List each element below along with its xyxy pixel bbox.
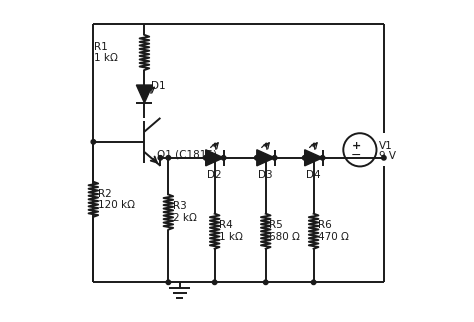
Circle shape — [264, 280, 268, 285]
Text: 9 V: 9 V — [379, 151, 396, 161]
Circle shape — [91, 140, 96, 144]
Text: D1: D1 — [151, 81, 165, 91]
Text: D3: D3 — [258, 170, 273, 180]
Text: −: − — [351, 149, 361, 162]
Text: V1: V1 — [379, 141, 392, 151]
Circle shape — [311, 280, 316, 285]
Circle shape — [221, 156, 226, 160]
Polygon shape — [257, 150, 274, 166]
Circle shape — [158, 156, 163, 160]
Text: R6
470 Ω: R6 470 Ω — [319, 221, 349, 242]
Circle shape — [212, 280, 217, 285]
Circle shape — [255, 156, 259, 160]
Circle shape — [273, 156, 277, 160]
Circle shape — [302, 156, 307, 160]
Circle shape — [203, 156, 208, 160]
Polygon shape — [206, 150, 224, 166]
Polygon shape — [137, 85, 153, 103]
Circle shape — [166, 156, 171, 160]
Text: Q1 (C1815): Q1 (C1815) — [157, 150, 217, 160]
Text: R4
1 kΩ: R4 1 kΩ — [219, 221, 243, 242]
Text: D2: D2 — [207, 170, 221, 180]
Polygon shape — [305, 150, 322, 166]
Text: R1
1 kΩ: R1 1 kΩ — [94, 42, 118, 63]
Circle shape — [382, 156, 386, 160]
Circle shape — [320, 156, 325, 160]
Text: +: + — [351, 141, 361, 151]
Text: R5
680 Ω: R5 680 Ω — [269, 221, 300, 242]
Text: D4: D4 — [306, 170, 320, 180]
Text: R2
120 kΩ: R2 120 kΩ — [98, 188, 135, 210]
Circle shape — [166, 280, 171, 285]
Text: R3
2 kΩ: R3 2 kΩ — [173, 201, 197, 223]
